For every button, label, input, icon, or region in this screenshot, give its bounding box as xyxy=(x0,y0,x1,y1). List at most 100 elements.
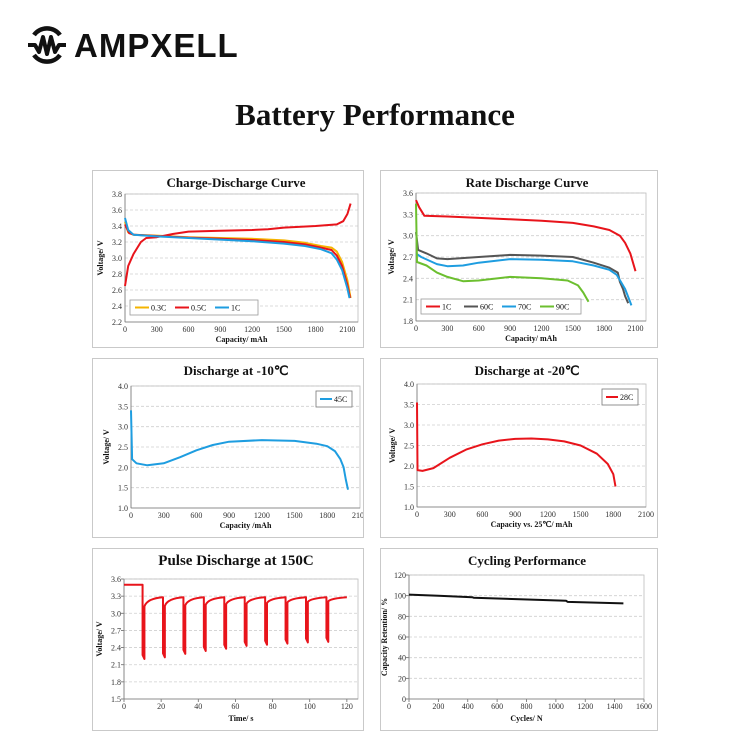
y-tick-label: 2.1 xyxy=(403,296,413,305)
x-tick-label: 1800 xyxy=(596,324,612,333)
y-tick-label: 3.6 xyxy=(111,575,121,584)
legend xyxy=(129,299,259,316)
x-tick-label: 1200 xyxy=(254,511,270,520)
chart-panel-pulse-discharge: Pulse Discharge at 150C 1.5 1.8 2.1 2.4 2.7 3.… xyxy=(92,548,364,731)
y-tick-label: 2.6 xyxy=(112,286,122,295)
legend-label: 90C xyxy=(556,303,569,312)
y-tick-label: 3.0 xyxy=(118,423,128,432)
chart-title: Discharge at -20℃ xyxy=(475,363,580,378)
series-line-28c xyxy=(416,402,617,487)
x-tick-label: 300 xyxy=(151,325,163,334)
x-tick-label: 0 xyxy=(129,511,133,520)
x-tick-label: 1200 xyxy=(577,702,593,711)
legend-label: 1C xyxy=(442,303,451,312)
legend-label: 60C xyxy=(480,303,493,312)
y-axis-label: Capacity Retention/ % xyxy=(381,598,389,676)
x-tick-label: 1200 xyxy=(540,510,556,519)
x-axis-label: Capacity/ mAh xyxy=(505,334,557,343)
series-line-0-5c xyxy=(124,203,352,287)
legend-label: 0.5C xyxy=(191,304,206,313)
y-tick-label: 3.2 xyxy=(112,238,122,247)
x-tick-label: 0 xyxy=(415,510,419,519)
x-tick-label: 1500 xyxy=(287,511,303,520)
x-tick-label: 900 xyxy=(214,325,226,334)
chart-title: Charge-Discharge Curve xyxy=(167,175,306,190)
chart-title: Rate Discharge Curve xyxy=(466,175,589,190)
legend-label: 70C xyxy=(518,303,531,312)
legend-label: 45C xyxy=(334,395,347,404)
y-tick-label: 3.4 xyxy=(112,222,122,231)
y-tick-label: 3.6 xyxy=(112,206,122,215)
x-tick-label: 1400 xyxy=(607,702,623,711)
x-tick-label: 120 xyxy=(341,702,353,711)
x-tick-label: 2100 xyxy=(352,511,363,520)
y-tick-label: 120 xyxy=(394,571,406,580)
series-line-70c xyxy=(415,252,633,306)
chart-panel-discharge-minus10: Discharge at -10℃ 1.0 1.5 2.0 2.5 3.0 3.5 4.0 0 3… xyxy=(92,358,364,538)
x-tick-label: 0 xyxy=(123,325,127,334)
y-tick-label: 3.8 xyxy=(112,190,122,199)
x-axis-label: Cycles/ N xyxy=(510,714,542,723)
y-tick-label: 1.5 xyxy=(404,483,414,492)
x-tick-label: 80 xyxy=(269,702,277,711)
x-tick-label: 1500 xyxy=(573,510,589,519)
legend-label: 28C xyxy=(620,393,633,402)
y-tick-label: 1.5 xyxy=(118,484,128,493)
y-axis-label: Voltage/ V xyxy=(102,429,111,465)
x-tick-label: 200 xyxy=(432,702,444,711)
x-tick-label: 1500 xyxy=(565,324,581,333)
x-tick-label: 1200 xyxy=(244,325,260,334)
y-tick-label: 2.1 xyxy=(111,661,121,670)
y-tick-label: 3.3 xyxy=(403,210,413,219)
brand-logo: AMPXELL xyxy=(26,24,239,66)
x-tick-label: 1600 xyxy=(636,702,652,711)
x-tick-label: 300 xyxy=(441,324,453,333)
y-tick-label: 1.0 xyxy=(404,503,414,512)
x-tick-label: 20 xyxy=(157,702,165,711)
x-tick-label: 2100 xyxy=(628,324,644,333)
y-tick-label: 3.5 xyxy=(118,402,128,411)
chart-svg: Rate Discharge Curve 1.8 2.1 2.4 2.7 3.0 3.3 3.… xyxy=(387,175,647,343)
x-tick-label: 0 xyxy=(122,702,126,711)
x-tick-label: 1500 xyxy=(276,325,292,334)
y-tick-label: 1.8 xyxy=(111,678,121,687)
series-line-45c xyxy=(130,410,349,490)
y-tick-label: 1.5 xyxy=(111,695,121,704)
legend xyxy=(601,388,639,406)
y-tick-label: 2.5 xyxy=(118,443,128,452)
series-line-90c xyxy=(415,203,590,303)
series-line-0-3c xyxy=(124,221,352,299)
y-tick-label: 3.0 xyxy=(112,254,122,263)
chart-title: Pulse Discharge at 150C xyxy=(158,553,313,569)
x-tick-label: 1800 xyxy=(308,325,324,334)
pulse-series-line xyxy=(124,583,347,660)
x-tick-label: 1200 xyxy=(533,324,549,333)
y-tick-label: 3.0 xyxy=(404,421,414,430)
y-tick-label: 3.0 xyxy=(403,232,413,241)
y-tick-label: 2.0 xyxy=(404,462,414,471)
x-tick-label: 600 xyxy=(491,702,503,711)
y-tick-label: 2.5 xyxy=(404,442,414,451)
y-tick-label: 2.8 xyxy=(112,270,122,279)
pulse-wave-logo-icon xyxy=(28,26,66,64)
x-tick-label: 400 xyxy=(462,702,474,711)
y-tick-label: 2.2 xyxy=(112,318,122,327)
y-tick-label: 2.4 xyxy=(111,644,121,653)
y-tick-label: 20 xyxy=(398,674,406,683)
chart-panel-discharge-minus20: Discharge at -20℃ 1.0 1.5 2.0 2.5 3.0 3.5 4.0 0 3… xyxy=(380,358,658,538)
x-tick-label: 600 xyxy=(476,510,488,519)
x-tick-label: 100 xyxy=(304,702,316,711)
y-axis-label: Voltage/ V xyxy=(96,240,105,276)
y-axis-label: Voltage/ V xyxy=(388,428,397,464)
x-tick-label: 300 xyxy=(158,511,170,520)
chart-svg: Charge-Discharge Curve 2.2 2.4 2.6 2.8 3.0 3.2… xyxy=(96,175,359,344)
y-tick-label: 1.8 xyxy=(403,317,413,326)
chart-title: Discharge at -10℃ xyxy=(184,363,289,378)
y-tick-label: 3.5 xyxy=(404,401,414,410)
x-tick-label: 1800 xyxy=(605,510,621,519)
chart-panel-cycling: Cycling Performance 0 20 40 60 80 100 120 0 200 40… xyxy=(380,548,658,731)
page-title: Battery Performance xyxy=(235,97,515,132)
brand-name: AMPXELL xyxy=(74,26,239,64)
x-tick-label: 900 xyxy=(504,324,516,333)
x-tick-label: 40 xyxy=(194,702,202,711)
